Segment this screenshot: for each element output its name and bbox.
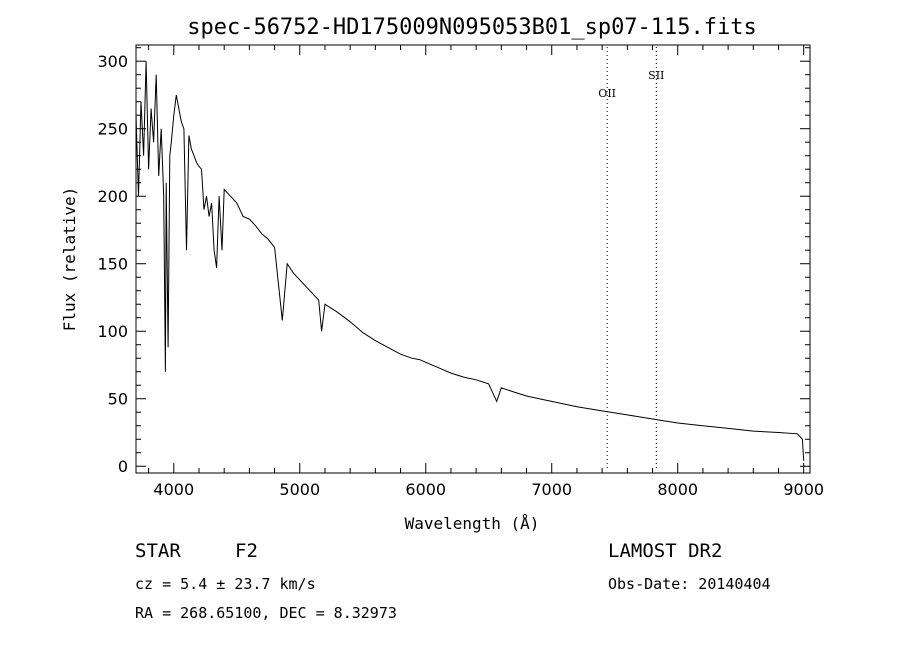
y-tick-label: 300 bbox=[97, 52, 128, 71]
plot-frame bbox=[135, 44, 811, 474]
obs-date: Obs-Date: 20140404 bbox=[608, 575, 771, 593]
chart-title: spec-56752-HD175009N095053B01_sp07-115.f… bbox=[187, 15, 757, 40]
y-axis-label: Flux (relative) bbox=[60, 187, 79, 332]
y-tick-label: 250 bbox=[97, 120, 128, 139]
x-tick-label: 6000 bbox=[405, 480, 446, 499]
x-tick-label: 9000 bbox=[783, 480, 824, 499]
coordinates: RA = 268.65100, DEC = 8.32973 bbox=[135, 604, 397, 622]
x-tick-label: 8000 bbox=[657, 480, 698, 499]
x-tick-label: 4000 bbox=[153, 480, 194, 499]
x-tick-label: 5000 bbox=[279, 480, 320, 499]
line-marker-label: SII bbox=[648, 69, 664, 82]
tick-layer: 4000 5000 6000 7000 8000 9000 0 50 100 150 200 250 3… bbox=[97, 45, 824, 499]
object-subclass: F2 bbox=[235, 540, 258, 562]
y-tick-label: 200 bbox=[97, 187, 128, 206]
y-tick-label: 150 bbox=[97, 255, 128, 274]
object-class: STAR bbox=[135, 540, 181, 562]
y-tick-label: 0 bbox=[118, 457, 128, 476]
line-marker-label: OII bbox=[598, 87, 616, 100]
y-tick-label: 100 bbox=[97, 322, 128, 341]
survey-name: LAMOST DR2 bbox=[608, 540, 723, 562]
series-layer bbox=[135, 61, 805, 461]
x-tick-label: 7000 bbox=[531, 480, 572, 499]
spectrum-series-line-0 bbox=[135, 61, 805, 461]
redshift-text: cz = 5.4 ± 23.7 km/s bbox=[135, 575, 316, 593]
x-axis-label: Wavelength (Å) bbox=[405, 514, 540, 533]
y-tick-label: 50 bbox=[108, 390, 128, 409]
line-marker-layer: OII SII bbox=[598, 47, 664, 471]
